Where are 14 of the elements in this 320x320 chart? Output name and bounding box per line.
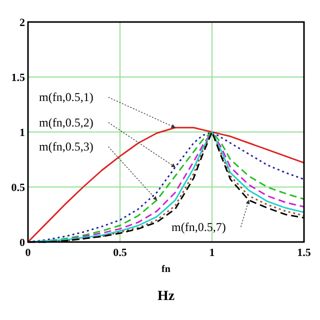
annotation: m(fn,0.5,3) — [39, 140, 94, 154]
text: Hz — [157, 289, 175, 304]
annotation: m(fn,0.5,7) — [172, 220, 226, 234]
y-tick-label: 0 — [20, 237, 26, 249]
y-tick-label: 1 — [20, 127, 25, 139]
x-tick-label: 1.5 — [297, 247, 312, 259]
annotation: m(fn,0.5,1) — [39, 90, 94, 104]
y-tick-label: 0.5 — [11, 182, 26, 194]
x-tick-label: 0.5 — [113, 247, 128, 259]
y-tick-label: 1.5 — [11, 72, 26, 84]
y-tick-label: 2 — [20, 17, 26, 29]
annotation: m(fn,0.5,2) — [39, 116, 94, 130]
x-tick-label: 1 — [209, 247, 215, 259]
x-axis-title: fn — [162, 264, 171, 275]
